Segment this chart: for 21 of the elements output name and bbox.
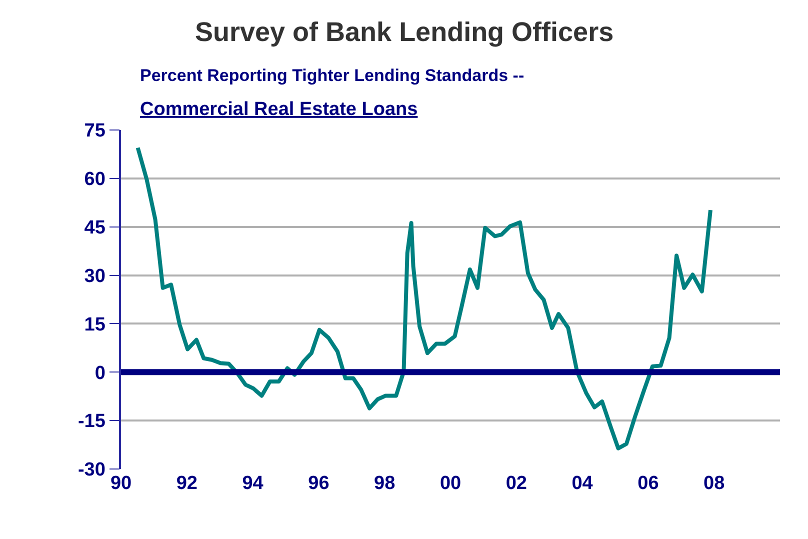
chart-title: Survey of Bank Lending Officers bbox=[195, 17, 614, 47]
x-tick-label: 92 bbox=[176, 473, 198, 494]
y-tick-label: 30 bbox=[84, 266, 106, 287]
y-tick-label: 45 bbox=[84, 218, 106, 239]
x-tick-label: 96 bbox=[308, 473, 330, 494]
x-tick-label: 90 bbox=[110, 473, 132, 494]
x-tick-label: 06 bbox=[638, 473, 659, 494]
x-tick-label: 04 bbox=[572, 473, 594, 494]
chart-subtitle: Percent Reporting Tighter Lending Standards -- Commercial Real Estate Loans bbox=[140, 66, 524, 120]
y-tick-label: -15 bbox=[78, 411, 106, 432]
x-tick-label: 02 bbox=[506, 473, 527, 494]
x-tick-label: 08 bbox=[704, 473, 725, 494]
x-tick-label: 98 bbox=[374, 473, 396, 494]
y-tick-label: 60 bbox=[84, 169, 106, 190]
line-series bbox=[136, 146, 712, 450]
y-tick-label: 75 bbox=[84, 120, 106, 142]
x-tick-label: 94 bbox=[242, 473, 264, 494]
y-tick-label: -30 bbox=[78, 460, 106, 481]
y-tick-label: 15 bbox=[84, 314, 106, 336]
x-tick-label: 00 bbox=[440, 473, 462, 494]
y-tick-label: 0 bbox=[94, 362, 106, 384]
